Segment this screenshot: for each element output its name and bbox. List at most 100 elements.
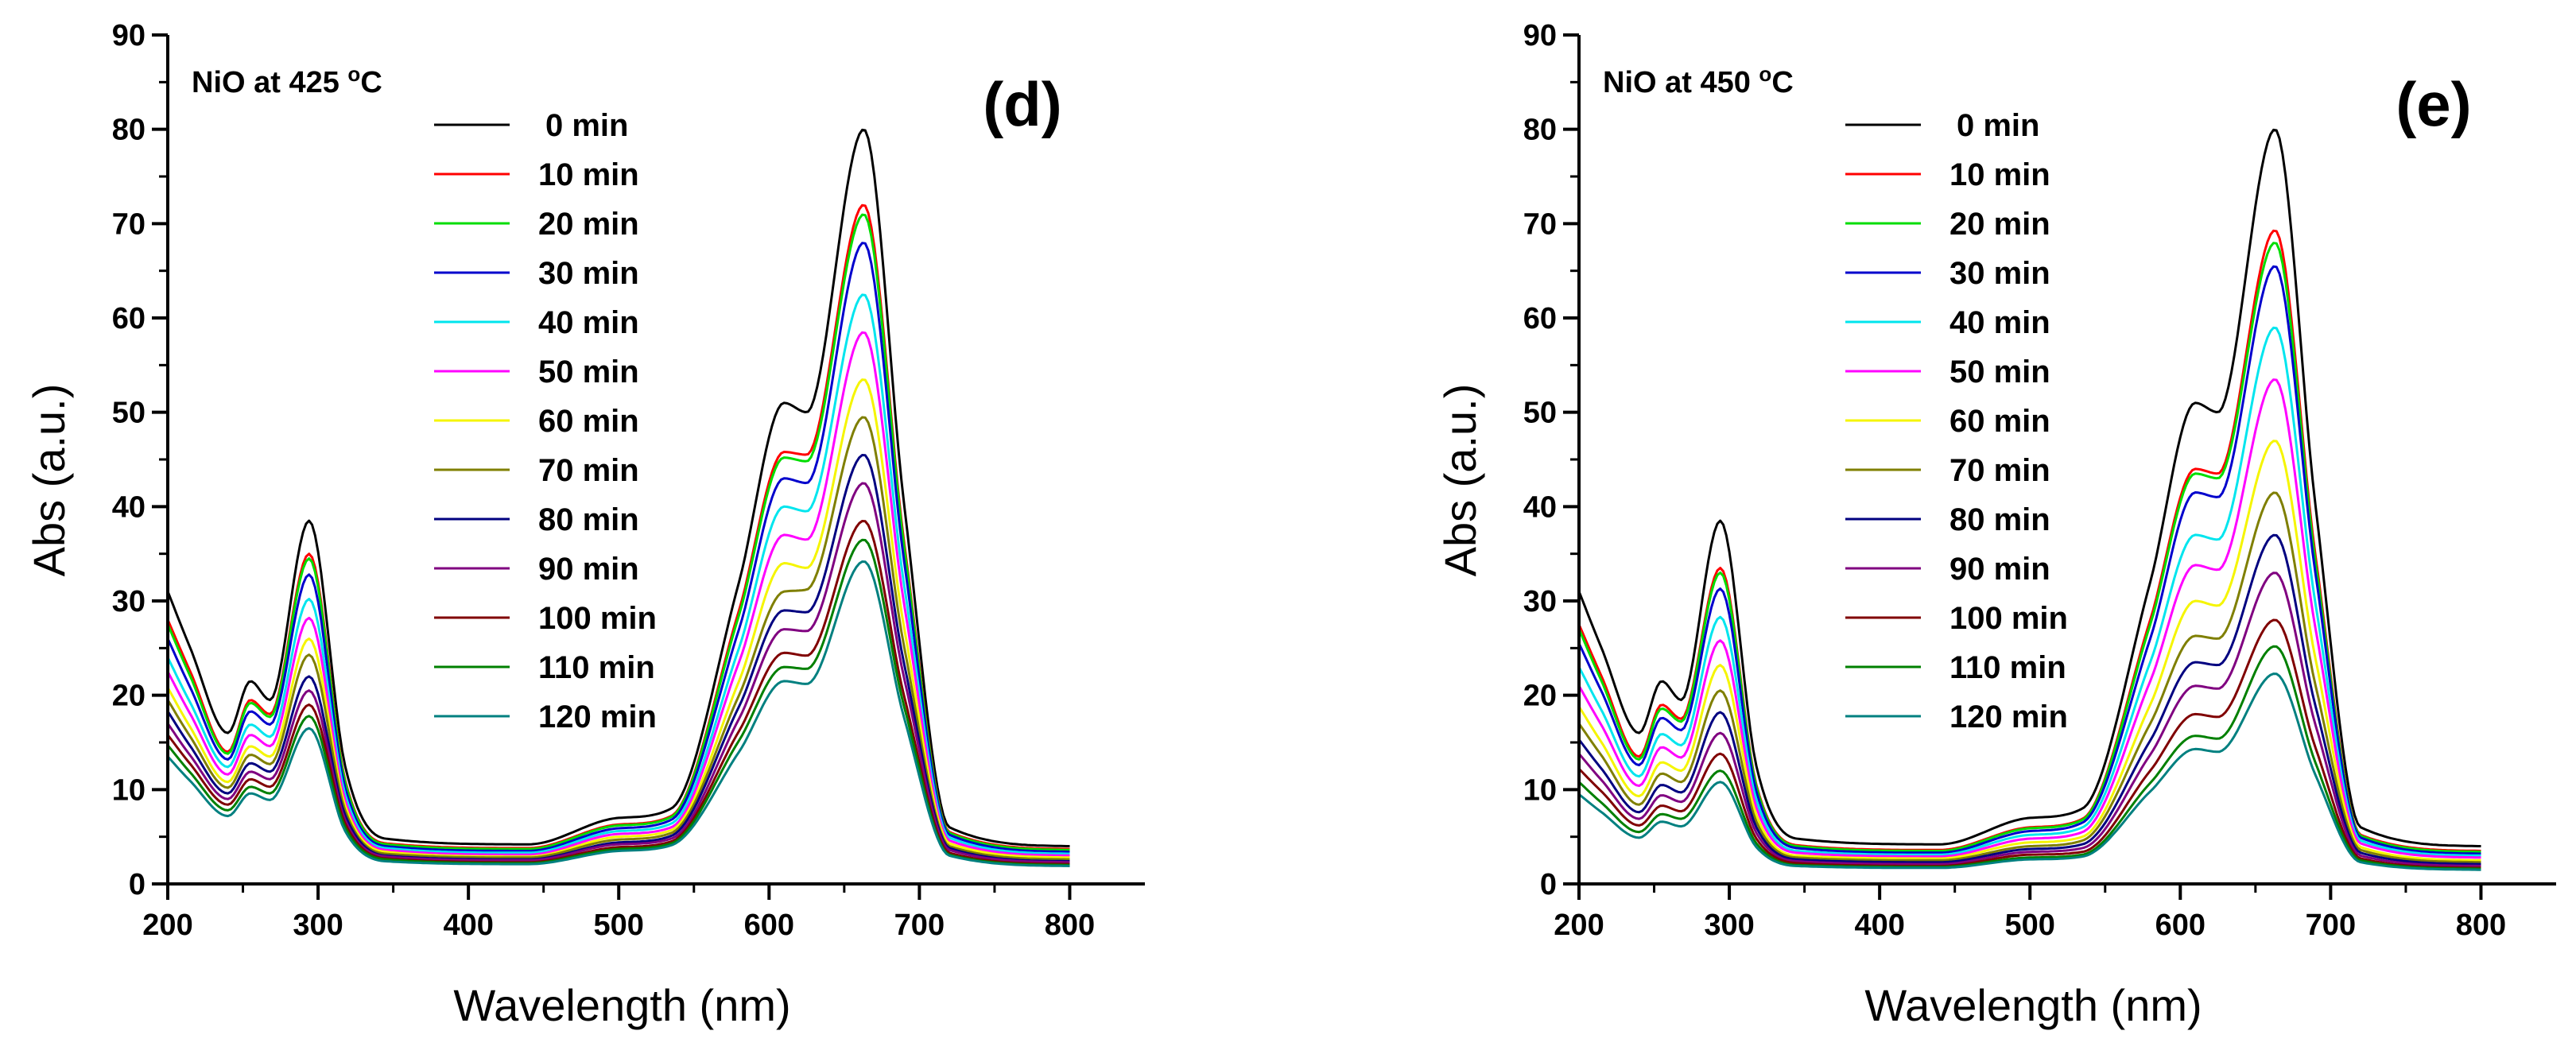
series-line-70-min bbox=[1577, 491, 2481, 864]
legend-entry: 100 min bbox=[538, 601, 657, 636]
y-tick-label: 30 bbox=[112, 585, 145, 618]
legend-entry: 60 min bbox=[1949, 404, 2050, 439]
series-line-80-min bbox=[166, 454, 1070, 862]
x-tick-label: 300 bbox=[293, 909, 343, 942]
legend-entry: 90 min bbox=[1949, 552, 2050, 587]
legend-entry: 0 min bbox=[1957, 108, 2039, 143]
series-line-40-min bbox=[1577, 326, 2481, 857]
legend-entry: 10 min bbox=[538, 157, 639, 192]
y-tick-label: 40 bbox=[112, 490, 145, 524]
series-lines bbox=[1577, 128, 2481, 871]
y-tick-label: 10 bbox=[1523, 773, 1557, 807]
legend-entry: 0 min bbox=[545, 108, 628, 143]
panel-title-unit: C bbox=[360, 66, 382, 99]
x-axis-label: Wavelength (nm) bbox=[453, 980, 790, 1030]
series-line-90-min bbox=[1577, 572, 2481, 867]
y-tick-label: 20 bbox=[1523, 680, 1557, 713]
series-line-60-min bbox=[1577, 440, 2481, 862]
x-tick-label: 500 bbox=[2005, 909, 2055, 942]
x-tick-label: 600 bbox=[744, 909, 794, 942]
series-line-50-min bbox=[1577, 378, 2481, 859]
legend: 0 min 10 min 20 min 30 min 40 min 50 min 60 mi… bbox=[1845, 108, 2068, 734]
series-line-120-min bbox=[166, 560, 1070, 867]
y-tick-label: 40 bbox=[1523, 490, 1557, 524]
legend-entry: 80 min bbox=[1949, 502, 2050, 537]
panel-title-degree: o bbox=[1759, 62, 1771, 86]
panel-title-main: NiO at 450 bbox=[1603, 66, 1759, 99]
legend-entry: 60 min bbox=[538, 404, 639, 439]
series-line-60-min bbox=[166, 378, 1070, 859]
legend-entry: 20 min bbox=[538, 207, 639, 242]
x-tick-label: 500 bbox=[594, 909, 644, 942]
x-tick-label: 700 bbox=[894, 909, 945, 942]
series-line-0-min bbox=[166, 128, 1070, 847]
legend-entry: 120 min bbox=[1949, 700, 2068, 734]
y-axis-label: Abs (a.u.) bbox=[24, 384, 74, 577]
y-tick-label: 20 bbox=[112, 680, 145, 713]
panel-label: (d) bbox=[983, 69, 1062, 139]
panel-title-main: NiO at 425 bbox=[192, 66, 347, 99]
series-line-110-min bbox=[166, 538, 1070, 866]
legend-entry: 30 min bbox=[538, 256, 639, 291]
y-tick-label: 80 bbox=[1523, 114, 1557, 147]
chart-panel-d: 200 300 400 500 600 700 800 0 10 20 30 40 50 60 70 80 90… bbox=[24, 19, 1145, 1030]
y-axis-label: Abs (a.u.) bbox=[1435, 384, 1485, 577]
x-tick-label: 800 bbox=[2456, 909, 2506, 942]
legend-entry: 40 min bbox=[538, 305, 639, 340]
x-tick-label: 700 bbox=[2306, 909, 2356, 942]
panel-title-unit: C bbox=[1771, 66, 1793, 99]
x-tick-label: 200 bbox=[142, 909, 192, 942]
y-tick-label: 90 bbox=[112, 19, 145, 52]
panel-title-degree: o bbox=[347, 62, 360, 86]
legend-entry: 90 min bbox=[538, 552, 639, 587]
legend-entry: 40 min bbox=[1949, 305, 2050, 340]
legend-entry: 80 min bbox=[538, 502, 639, 537]
y-tick-label: 10 bbox=[112, 773, 145, 807]
series-line-50-min bbox=[166, 331, 1070, 857]
series-lines bbox=[166, 128, 1070, 867]
legend-entry: 50 min bbox=[1949, 355, 2050, 389]
y-tick-label: 0 bbox=[129, 868, 145, 901]
y-tick-label: 60 bbox=[1523, 302, 1557, 335]
legend-entry: 30 min bbox=[1949, 256, 2050, 291]
y-tick-label: 90 bbox=[1523, 19, 1557, 52]
series-line-30-min bbox=[166, 242, 1070, 854]
legend-entry: 110 min bbox=[538, 650, 655, 685]
series-line-100-min bbox=[1577, 618, 2481, 870]
series-line-110-min bbox=[1577, 645, 2481, 870]
panel-title: NiO at 450 oC bbox=[1603, 62, 1794, 99]
x-tick-label: 400 bbox=[443, 909, 493, 942]
y-tick-label: 50 bbox=[112, 397, 145, 430]
x-tick-label: 600 bbox=[2155, 909, 2206, 942]
legend-entry: 10 min bbox=[1949, 157, 2050, 192]
x-tick-label: 200 bbox=[1554, 909, 1604, 942]
panel-title: NiO at 425 oC bbox=[192, 62, 382, 99]
series-line-90-min bbox=[166, 482, 1070, 864]
legend-entry: 70 min bbox=[1949, 453, 2050, 488]
legend-entry: 100 min bbox=[1949, 601, 2068, 636]
y-tick-label: 70 bbox=[112, 207, 145, 241]
legend-entry: 70 min bbox=[538, 453, 639, 488]
series-line-120-min bbox=[1578, 672, 2481, 871]
x-tick-label: 800 bbox=[1045, 909, 1095, 942]
series-line-40-min bbox=[166, 293, 1070, 855]
x-tick-label: 300 bbox=[1704, 909, 1754, 942]
series-line-80-min bbox=[1577, 533, 2481, 866]
x-tick-label: 400 bbox=[1854, 909, 1904, 942]
chart-panel-e: 200 300 400 500 600 700 800 0 10 20 30 40 50 60 70 80 90… bbox=[1435, 19, 2556, 1030]
legend-entry: 110 min bbox=[1949, 650, 2066, 685]
y-tick-label: 50 bbox=[1523, 397, 1557, 430]
x-axis-label: Wavelength (nm) bbox=[1864, 980, 2202, 1030]
legend-entry: 120 min bbox=[538, 700, 657, 734]
y-tick-label: 30 bbox=[1523, 585, 1557, 618]
legend-entry: 20 min bbox=[1949, 207, 2050, 242]
series-line-0-min bbox=[1577, 128, 2481, 847]
y-tick-label: 80 bbox=[112, 114, 145, 147]
y-tick-label: 60 bbox=[112, 302, 145, 335]
series-line-70-min bbox=[166, 416, 1070, 861]
panel-label: (e) bbox=[2396, 69, 2471, 139]
y-tick-label: 0 bbox=[1540, 868, 1557, 901]
legend: 0 min 10 min 20 min 30 min 40 min 50 min 60 mi… bbox=[434, 108, 657, 734]
y-tick-label: 70 bbox=[1523, 207, 1557, 241]
